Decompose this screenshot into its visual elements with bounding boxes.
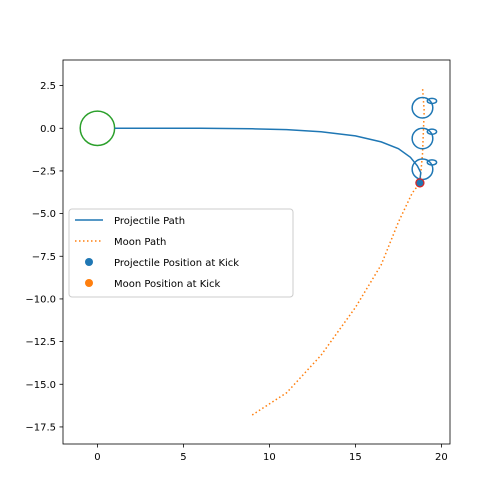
plot-area <box>79 87 438 416</box>
projectile-loop <box>411 96 434 119</box>
legend-item: Projectile Path <box>75 216 185 227</box>
plot-content <box>79 87 438 416</box>
x-tick-label: 5 <box>180 452 186 463</box>
y-tick-label: −2.5 <box>32 166 56 177</box>
y-tick-label: −7.5 <box>32 252 56 263</box>
legend-item: Projectile Position at Kick <box>85 258 239 269</box>
x-tick-label: 10 <box>263 452 276 463</box>
x-tick-label: 0 <box>94 452 100 463</box>
y-tick-label: −17.5 <box>25 422 56 433</box>
y-tick-label: −15.0 <box>25 380 56 391</box>
projectile-small-loop <box>426 97 438 105</box>
kick-point <box>415 178 425 188</box>
legend-item: Moon Path <box>75 237 166 248</box>
legend-label: Moon Path <box>114 237 166 248</box>
axes-frame <box>62 59 451 445</box>
x-tick-label: 20 <box>435 452 448 463</box>
legend-label: Moon Position at Kick <box>114 279 221 290</box>
legend: Projectile Path Moon Path Projectile Posit… <box>68 208 294 298</box>
y-tick-label: −5.0 <box>32 209 56 220</box>
projectile-loop <box>411 127 434 150</box>
legend-label: Projectile Path <box>114 216 185 227</box>
projectile-path-line <box>114 127 422 180</box>
legend-marker-swatch <box>85 258 93 266</box>
x-tick-label: 15 <box>349 452 362 463</box>
projectile-small-loop <box>426 128 438 135</box>
y-tick-label: −10.0 <box>25 294 56 305</box>
axes: 0 5 10 15 20 2.5 0.0 −2.5 −5.0 −7.5 −10.0 −12.5 −15.… <box>25 59 451 463</box>
y-tick-label: 2.5 <box>40 81 56 92</box>
projectile-small-loop <box>426 159 438 166</box>
legend-item: Moon Position at Kick <box>85 279 221 290</box>
legend-label: Projectile Position at Kick <box>114 258 239 269</box>
y-tick-label: 0.0 <box>40 124 56 135</box>
y-tick-label: −12.5 <box>25 337 56 348</box>
legend-marker-swatch <box>85 279 93 287</box>
legend-box <box>68 208 294 298</box>
